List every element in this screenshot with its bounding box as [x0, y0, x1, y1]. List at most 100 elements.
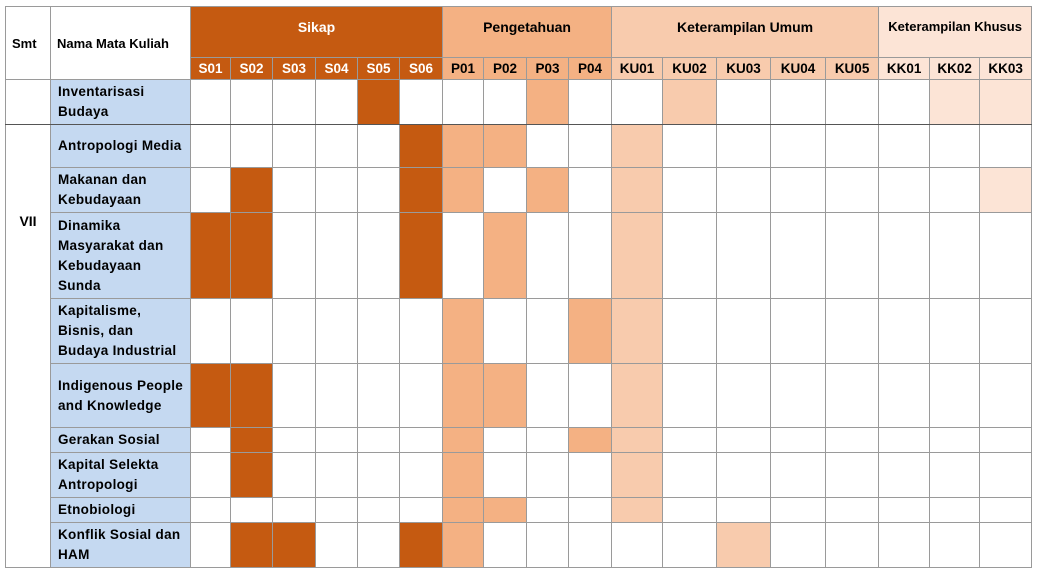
cell	[662, 212, 718, 299]
cell	[190, 522, 231, 568]
cell	[190, 497, 231, 523]
course-row: Makanan dan Kebudayaan	[6, 167, 1033, 213]
cell	[611, 427, 664, 453]
cell	[979, 427, 1033, 453]
code-header: KU02	[662, 57, 718, 80]
cell	[716, 497, 772, 523]
cell	[315, 124, 358, 168]
cell	[526, 298, 570, 364]
code-header: P01	[442, 57, 485, 80]
cell	[929, 212, 981, 299]
cell	[357, 363, 400, 428]
cell	[929, 124, 981, 168]
cell	[568, 298, 613, 364]
course-name: Indigenous People and Knowledge	[50, 363, 191, 428]
group-header: Sikap	[189, 6, 444, 58]
cell	[611, 363, 664, 428]
cell	[442, 497, 485, 523]
code-header: KU03	[716, 57, 772, 80]
course-name: Antropologi Media	[50, 124, 191, 168]
cell	[190, 363, 231, 428]
cell	[878, 497, 931, 523]
cell	[230, 212, 273, 299]
cell	[190, 452, 231, 498]
cell	[357, 167, 400, 213]
cell	[398, 427, 444, 453]
cell	[979, 298, 1033, 364]
cell	[979, 167, 1033, 213]
cell	[568, 167, 613, 213]
cell	[825, 79, 880, 125]
cell	[442, 522, 485, 568]
cell	[568, 522, 613, 568]
cell	[272, 522, 316, 568]
cell	[568, 452, 613, 498]
cell	[442, 298, 485, 364]
cell	[770, 497, 827, 523]
cell	[483, 124, 528, 168]
smt-cell	[5, 79, 51, 125]
cell	[929, 522, 981, 568]
cell	[483, 452, 528, 498]
cell	[878, 212, 931, 299]
cell	[929, 427, 981, 453]
cell	[716, 298, 772, 364]
cell	[716, 452, 772, 498]
cell	[272, 427, 316, 453]
cell	[357, 522, 400, 568]
cell	[878, 298, 931, 364]
cell	[770, 79, 827, 125]
code-header: KK03	[979, 57, 1033, 80]
cell	[662, 79, 718, 125]
cell	[315, 427, 358, 453]
cell	[230, 167, 273, 213]
cell	[190, 167, 231, 213]
code-header: P03	[526, 57, 570, 80]
cell	[230, 427, 273, 453]
cell	[398, 452, 444, 498]
code-header: KU04	[770, 57, 827, 80]
cell	[526, 522, 570, 568]
cell	[929, 452, 981, 498]
cell	[611, 167, 664, 213]
code-header: S05	[357, 57, 400, 80]
cell	[878, 167, 931, 213]
code-header: KK02	[929, 57, 981, 80]
cell	[878, 522, 931, 568]
course-name: Kapitalisme, Bisnis, dan Budaya Industri…	[50, 298, 191, 364]
curriculum-table: Smt Nama Mata Kuliah Sikap Pengetahuan Ket…	[5, 6, 1033, 568]
course-name: Dinamika Masyarakat dan Kebudayaan Sunda	[50, 212, 191, 299]
cell	[230, 363, 273, 428]
cell	[979, 124, 1033, 168]
semester: VII	[5, 124, 51, 568]
cell	[526, 363, 570, 428]
course-name: Kapital Selekta Antropologi	[50, 452, 191, 498]
cell	[662, 497, 718, 523]
cell	[979, 452, 1033, 498]
course-row: Kapitalisme, Bisnis, dan Budaya Industri…	[6, 298, 1033, 364]
cell	[526, 452, 570, 498]
cell	[929, 298, 981, 364]
cell	[878, 79, 931, 125]
cell	[398, 363, 444, 428]
cell	[526, 427, 570, 453]
course-name: Makanan dan Kebudayaan	[50, 167, 191, 213]
cell	[315, 497, 358, 523]
cell	[526, 167, 570, 213]
cell	[929, 363, 981, 428]
cell	[770, 212, 827, 299]
course-row: Inventarisasi Budaya	[5, 79, 1033, 125]
cell	[190, 79, 231, 125]
cell	[662, 363, 718, 428]
course-row: Indigenous People and Knowledge	[6, 363, 1033, 428]
cell	[825, 167, 880, 213]
cell	[272, 212, 316, 299]
cell	[770, 298, 827, 364]
cell	[230, 79, 273, 125]
cell	[357, 427, 400, 453]
cell	[483, 427, 528, 453]
cell	[398, 497, 444, 523]
course-name: Konflik Sosial dan HAM	[50, 522, 191, 568]
cell	[716, 522, 772, 568]
cell	[315, 298, 358, 364]
